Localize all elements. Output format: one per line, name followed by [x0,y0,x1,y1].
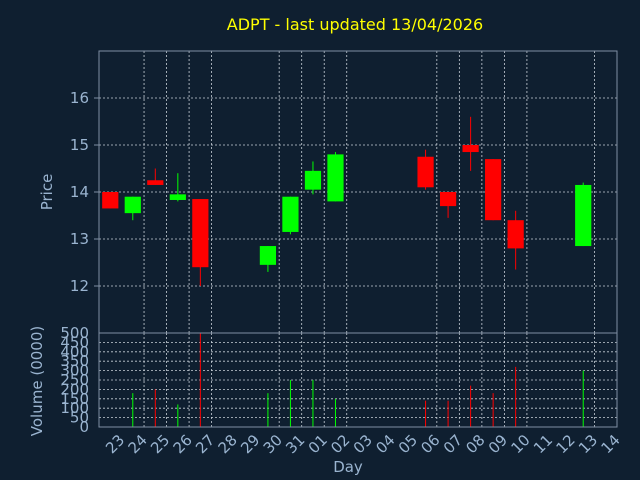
x-axis-label: Day [333,458,363,476]
candle-body [102,192,119,209]
candle-body [282,196,299,232]
candle-body [417,156,434,188]
price-panel: 12 13 14 15 16 Price [38,50,618,334]
candle-body [192,199,209,268]
volume-bars [132,333,584,427]
candle-body [124,196,141,214]
candle-body [304,170,322,190]
candle-body [462,145,479,153]
volume-plot-frame [98,332,618,428]
price-axis-ticks: 12 13 14 15 16 [70,89,99,295]
price-tick-label: 16 [70,89,89,107]
candle-body [439,192,457,207]
volume-tick-label: 150 [60,390,89,408]
price-tick-label: 12 [70,277,89,295]
x-tick-label: 14 [598,431,624,457]
volume-tick-label: 350 [60,352,89,370]
volume-tick-label: 0 [79,418,89,436]
candle-body [169,194,186,200]
volume-grid [99,333,617,427]
volume-tick-label: 450 [60,333,89,351]
price-axis-label: Price [38,174,56,211]
x-axis-ticks: 2324252627282930310102030405060708091011… [102,431,624,457]
price-tick-label: 14 [70,183,89,201]
volume-tick-label: 400 [60,343,89,361]
candle-body [507,220,524,249]
volume-tick-label: 200 [60,380,89,398]
chart-title: ADPT - last updated 13/04/2026 [227,15,483,34]
volume-tick-label: 50 [70,409,89,427]
candle-body [485,159,502,221]
volume-tick-label: 500 [60,324,89,342]
price-tick-label: 13 [70,230,89,248]
volume-tick-label: 100 [60,399,89,417]
candle-body [259,246,277,265]
volume-axis-label: Volume (0000) [28,326,46,436]
price-tick-label: 15 [70,136,89,154]
candle-body [575,184,592,247]
price-candles [102,116,592,286]
volume-tick-label: 250 [60,371,89,389]
candle-body [147,180,164,185]
price-grid [99,51,617,333]
candle-body [327,154,344,202]
volume-tick-label: 300 [60,362,89,380]
